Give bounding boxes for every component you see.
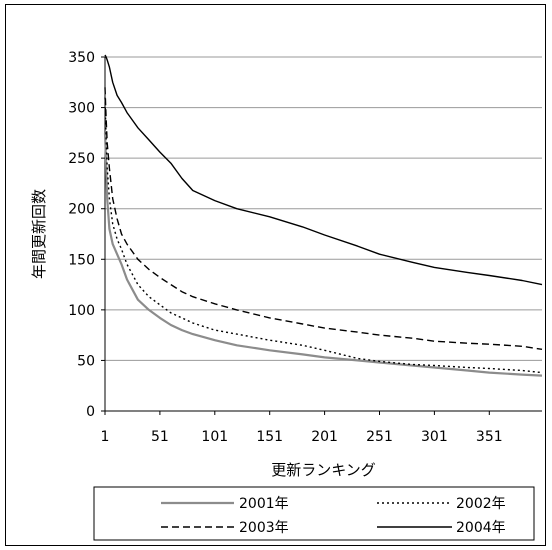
- series-line-3: [104, 87, 543, 350]
- x-tick-label-351: 351: [476, 429, 503, 445]
- series-line-2: [104, 97, 543, 374]
- x-axis-title: 更新ランキング: [271, 461, 376, 479]
- series-lines: [103, 54, 543, 377]
- y-tick-label-300: 300: [68, 101, 95, 117]
- y-tick-label-150: 150: [68, 252, 95, 268]
- x-tick-label-51: 51: [151, 429, 169, 445]
- legend: 2001年 2002年 2003年 2004年: [93, 486, 535, 541]
- y-tick-label-50: 50: [77, 353, 95, 369]
- series-line-1: [103, 132, 543, 377]
- y-axis-title: 年間更新回数: [30, 189, 48, 279]
- y-tick-label-100: 100: [68, 303, 95, 319]
- x-tick-label-251: 251: [366, 429, 393, 445]
- gridlines: [105, 56, 542, 361]
- y-tick-label-350: 350: [68, 50, 95, 66]
- legend-label-3: 2003年: [239, 520, 289, 536]
- legend-label-2: 2002年: [456, 496, 506, 512]
- y-tick-label-200: 200: [68, 202, 95, 218]
- x-tick-label-201: 201: [311, 429, 338, 445]
- legend-label-4: 2004年: [456, 520, 506, 536]
- x-tick-label-101: 101: [201, 429, 228, 445]
- legend-label-1: 2001年: [239, 496, 289, 512]
- x-tick-label-301: 301: [421, 429, 448, 445]
- y-tick-label-250: 250: [68, 151, 95, 167]
- x-tick-label-151: 151: [256, 429, 283, 445]
- axes: [104, 57, 542, 412]
- legend-box: [93, 486, 535, 541]
- x-tick-label-1: 1: [101, 429, 110, 445]
- y-tick-label-0: 0: [86, 404, 95, 420]
- chart-frame: 0 50 100 150 200 250 300 350 1 51 101 151 201 251 301 3…: [5, 4, 546, 546]
- series-line-4: [104, 54, 543, 286]
